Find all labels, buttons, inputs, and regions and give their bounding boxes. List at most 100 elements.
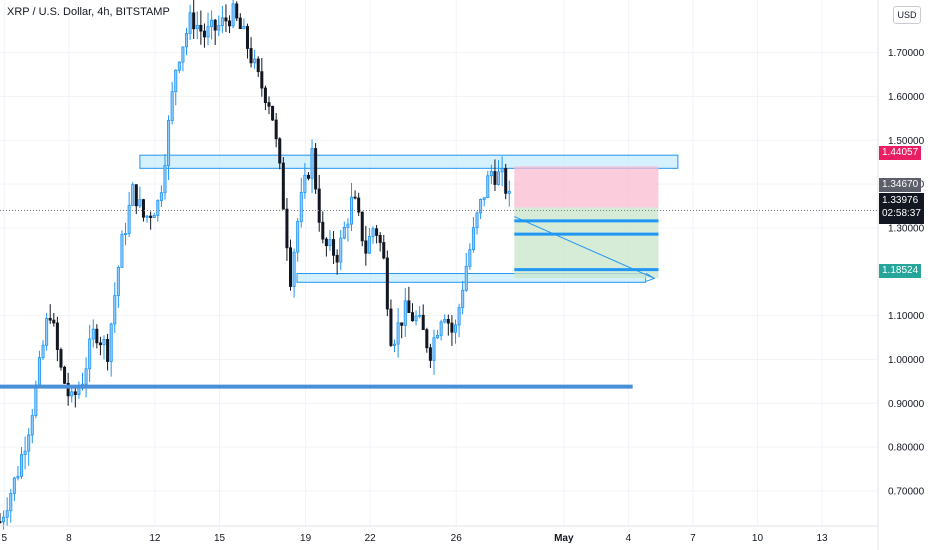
candle-body xyxy=(292,251,296,287)
candle-body xyxy=(256,58,260,73)
candle-body xyxy=(174,69,178,93)
candle-body xyxy=(314,148,318,190)
candle-body xyxy=(231,3,235,27)
candle-body xyxy=(98,342,102,346)
candle-body xyxy=(263,87,267,104)
candle-body xyxy=(479,199,483,214)
candle-body xyxy=(5,510,9,518)
candle-body xyxy=(170,91,174,121)
price-tick-label: 1.70000 xyxy=(888,48,925,59)
candle-body xyxy=(206,26,210,38)
candle-body xyxy=(299,192,303,222)
time-tick-label: 13 xyxy=(816,533,828,544)
candle-body xyxy=(181,46,185,63)
price-tag-current: 1.33976 02:58:37 xyxy=(879,193,924,224)
candle-body xyxy=(504,168,508,194)
candle-body xyxy=(403,300,407,326)
candle-body xyxy=(113,295,117,325)
candle-body xyxy=(468,249,472,267)
price-tick-label: 1.50000 xyxy=(888,136,925,147)
candle-body xyxy=(228,20,232,27)
price-tag-mid-level: 1.34670 xyxy=(879,178,922,192)
candle-body xyxy=(192,12,196,30)
time-tick-label: 26 xyxy=(451,533,463,544)
candle-body xyxy=(418,314,422,317)
candle-body xyxy=(224,17,228,22)
price-tag-lower-target: 1.18524 xyxy=(879,264,922,278)
candle-body xyxy=(306,174,310,179)
candle-body xyxy=(120,233,124,268)
candle-body xyxy=(245,26,249,49)
current-price-value: 1.33976 xyxy=(882,195,919,206)
candle-body xyxy=(446,319,450,324)
candle-body xyxy=(242,26,246,30)
candle-body xyxy=(66,382,70,397)
candle-body xyxy=(91,328,95,340)
candle-body xyxy=(357,197,361,213)
candle-body xyxy=(188,12,192,34)
price-tick-label: 0.90000 xyxy=(888,399,925,410)
price-tick-label: 1.60000 xyxy=(888,92,925,103)
time-tick-label: 4 xyxy=(626,533,632,544)
candle-body xyxy=(457,307,461,326)
price-tick-label: 0.80000 xyxy=(888,443,925,454)
candle-body xyxy=(102,338,106,346)
candle-body xyxy=(339,237,343,263)
candle-body xyxy=(149,215,153,218)
candle-body xyxy=(425,329,429,349)
currency-button[interactable]: USD xyxy=(893,6,921,24)
candle-body xyxy=(432,337,436,361)
projection-arrowhead xyxy=(645,272,656,282)
candle-body xyxy=(443,319,447,323)
candle-body xyxy=(109,323,113,362)
candle-body xyxy=(332,239,336,256)
candle-body xyxy=(335,254,339,263)
candle-body xyxy=(34,384,38,416)
candle-body xyxy=(486,175,490,199)
price-tick-label: 1.10000 xyxy=(888,311,925,322)
candle-body xyxy=(461,289,465,309)
candle-body xyxy=(16,475,20,479)
risk-zone xyxy=(514,166,659,208)
time-tick-label: 12 xyxy=(149,533,161,544)
candle-body xyxy=(303,174,307,193)
candle-body xyxy=(37,357,41,386)
candle-body xyxy=(202,30,206,38)
candle-body xyxy=(95,328,99,344)
candle-body xyxy=(285,208,289,249)
candle-body xyxy=(238,17,242,30)
candle-body xyxy=(116,266,120,297)
candles xyxy=(0,0,511,530)
candle-body xyxy=(45,317,49,346)
candle-body xyxy=(271,105,275,121)
candle-body xyxy=(213,19,217,31)
candle-body xyxy=(152,215,156,218)
candle-body xyxy=(296,221,300,253)
candle-body xyxy=(489,171,493,177)
candle-body xyxy=(48,317,52,321)
time-tick-label: 15 xyxy=(214,533,226,544)
candle-body xyxy=(159,192,163,201)
candle-body xyxy=(0,521,2,524)
candle-body xyxy=(310,148,314,179)
candle-body xyxy=(317,188,321,223)
candle-body xyxy=(41,344,45,358)
candle-body xyxy=(12,477,16,494)
candle-body xyxy=(497,171,501,185)
price-tick-label: 0.70000 xyxy=(888,486,925,497)
candle-body xyxy=(407,300,411,314)
time-tick-label: 22 xyxy=(365,533,377,544)
time-tick-label: 8 xyxy=(66,533,72,544)
candle-body xyxy=(127,205,131,234)
candle-body xyxy=(367,235,371,254)
time-tick-label: 7 xyxy=(690,533,696,544)
candle-body xyxy=(131,184,135,206)
candle-body xyxy=(106,338,110,362)
resistance-zone xyxy=(139,154,679,169)
candle-body xyxy=(249,48,253,64)
candle-body xyxy=(55,322,59,350)
candle-body xyxy=(77,387,81,395)
candle-body xyxy=(346,223,350,228)
candle-body xyxy=(267,102,271,107)
